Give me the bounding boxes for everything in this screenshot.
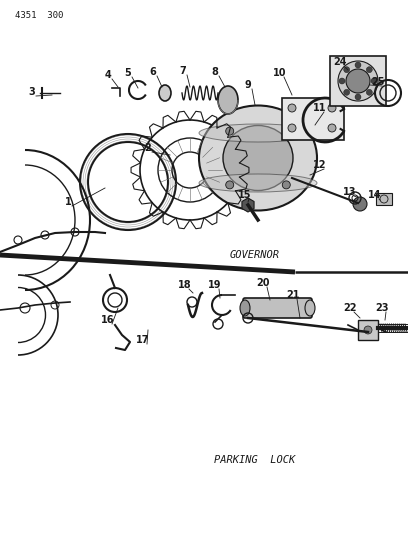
- Circle shape: [344, 67, 350, 72]
- Text: 17: 17: [136, 335, 150, 345]
- Circle shape: [366, 90, 373, 95]
- Text: 1: 1: [64, 197, 71, 207]
- Circle shape: [328, 124, 336, 132]
- Text: 10: 10: [273, 68, 287, 78]
- Circle shape: [355, 62, 361, 68]
- Text: 22: 22: [343, 303, 357, 313]
- Circle shape: [353, 197, 367, 211]
- Circle shape: [364, 326, 372, 334]
- Text: 19: 19: [208, 280, 222, 290]
- Text: 4351  300: 4351 300: [15, 11, 63, 20]
- Circle shape: [346, 69, 370, 93]
- Text: 15: 15: [238, 190, 252, 200]
- Circle shape: [282, 181, 290, 189]
- Text: 9: 9: [245, 80, 251, 90]
- Bar: [282, 98, 344, 140]
- FancyBboxPatch shape: [243, 298, 312, 318]
- Text: 16: 16: [101, 315, 115, 325]
- Text: 14: 14: [368, 190, 382, 200]
- Text: 6: 6: [150, 67, 156, 77]
- Bar: [330, 56, 386, 106]
- Text: 12: 12: [313, 160, 327, 170]
- Circle shape: [344, 90, 350, 95]
- Circle shape: [226, 127, 234, 135]
- Circle shape: [288, 104, 296, 112]
- Circle shape: [288, 124, 296, 132]
- Text: 11: 11: [313, 103, 327, 113]
- Circle shape: [371, 78, 377, 84]
- Text: 24: 24: [333, 57, 347, 67]
- Circle shape: [338, 61, 378, 101]
- Text: PARKING  LOCK: PARKING LOCK: [214, 455, 296, 465]
- Text: 23: 23: [375, 303, 389, 313]
- Ellipse shape: [223, 125, 293, 190]
- Text: 21: 21: [286, 290, 300, 300]
- Ellipse shape: [305, 300, 315, 316]
- Circle shape: [355, 94, 361, 100]
- Bar: [376, 193, 392, 205]
- Text: GOVERNOR: GOVERNOR: [230, 250, 280, 260]
- Circle shape: [366, 67, 373, 72]
- Circle shape: [339, 78, 345, 84]
- Bar: [358, 320, 378, 340]
- Text: 7: 7: [180, 66, 186, 76]
- Text: 3: 3: [29, 87, 35, 97]
- Circle shape: [282, 127, 290, 135]
- Circle shape: [328, 104, 336, 112]
- Text: 4: 4: [104, 70, 111, 80]
- Text: 18: 18: [178, 280, 192, 290]
- Ellipse shape: [199, 106, 317, 211]
- Ellipse shape: [199, 174, 317, 192]
- Text: 13: 13: [343, 187, 357, 197]
- Circle shape: [226, 181, 234, 189]
- Ellipse shape: [218, 86, 238, 114]
- Ellipse shape: [199, 124, 317, 142]
- Text: 25: 25: [371, 77, 385, 87]
- Text: 5: 5: [124, 68, 131, 78]
- Text: 2: 2: [144, 143, 151, 153]
- Ellipse shape: [159, 85, 171, 101]
- Polygon shape: [242, 198, 254, 212]
- Text: 20: 20: [256, 278, 270, 288]
- Text: 8: 8: [212, 67, 218, 77]
- Ellipse shape: [240, 300, 250, 316]
